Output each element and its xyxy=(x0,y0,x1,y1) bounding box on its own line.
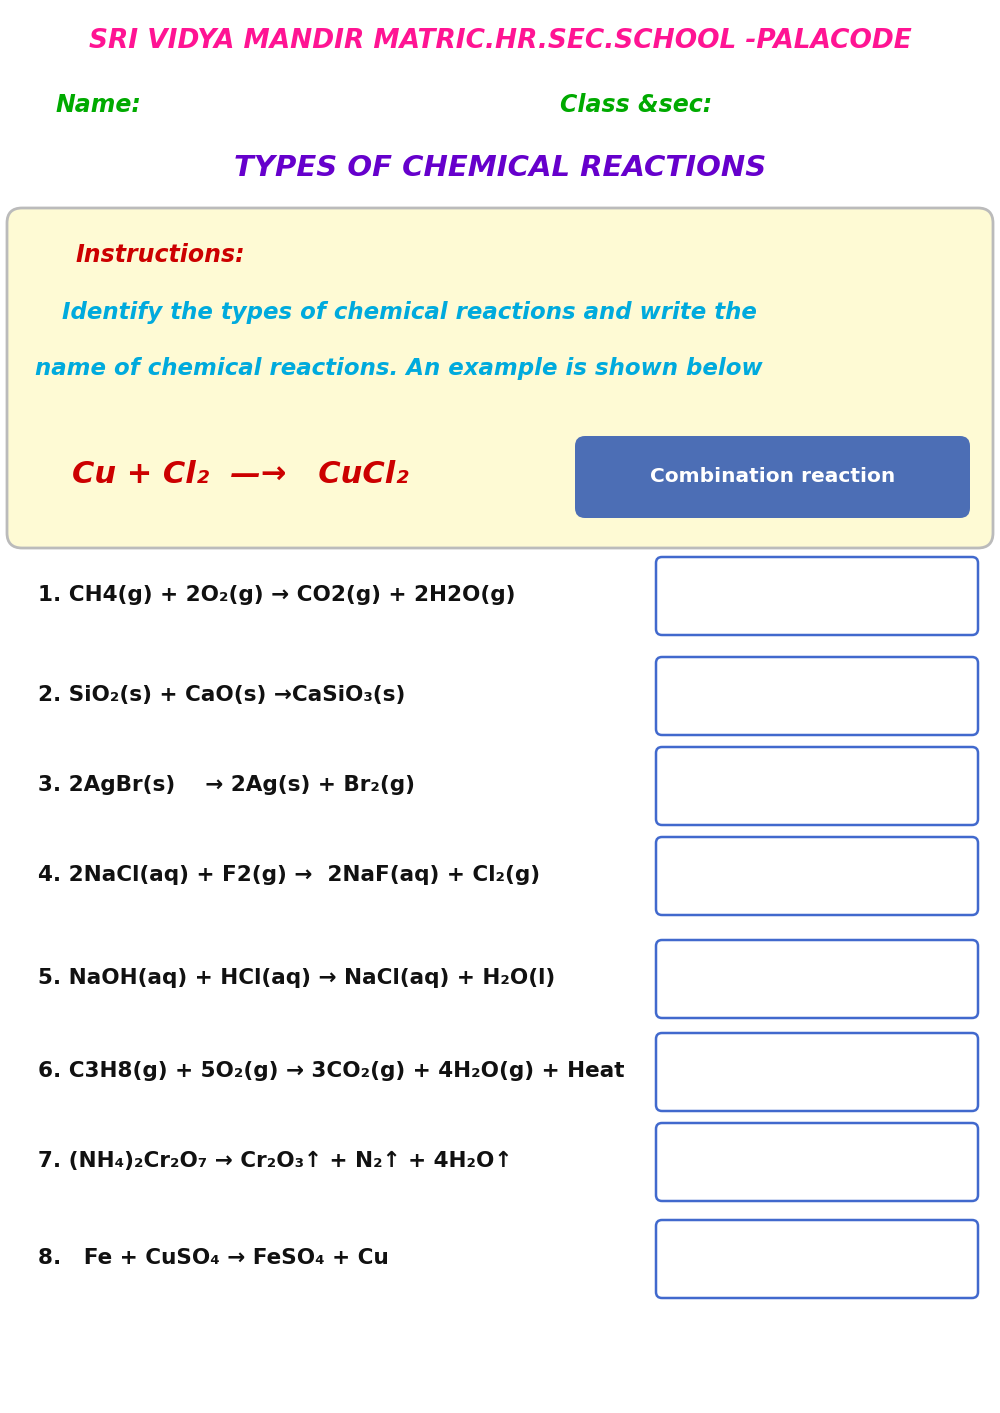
Text: Combination reaction: Combination reaction xyxy=(650,468,895,486)
FancyBboxPatch shape xyxy=(656,657,978,735)
Text: 1. CH4(g) + 2O₂(g) → CO2(g) + 2H2O(g): 1. CH4(g) + 2O₂(g) → CO2(g) + 2H2O(g) xyxy=(38,585,516,605)
FancyBboxPatch shape xyxy=(656,1219,978,1299)
Text: Instructions:: Instructions: xyxy=(75,243,245,267)
FancyBboxPatch shape xyxy=(656,940,978,1017)
Text: 4. 2NaCl(aq) + F2(g) →  2NaF(aq) + Cl₂(g): 4. 2NaCl(aq) + F2(g) → 2NaF(aq) + Cl₂(g) xyxy=(38,865,540,885)
Text: Cu + Cl₂  —→   CuCl₂: Cu + Cl₂ —→ CuCl₂ xyxy=(72,461,409,489)
Text: Name:: Name: xyxy=(55,93,141,117)
Text: Class &sec:: Class &sec: xyxy=(560,93,712,117)
FancyBboxPatch shape xyxy=(656,557,978,634)
Text: name of chemical reactions. An example is shown below: name of chemical reactions. An example i… xyxy=(35,356,763,380)
Text: 7. (NH₄)₂Cr₂O₇ → Cr₂O₃↑ + N₂↑ + 4H₂O↑: 7. (NH₄)₂Cr₂O₇ → Cr₂O₃↑ + N₂↑ + 4H₂O↑ xyxy=(38,1152,512,1171)
Text: 3. 2AgBr(s)    → 2Ag(s) + Br₂(g): 3. 2AgBr(s) → 2Ag(s) + Br₂(g) xyxy=(38,774,415,796)
FancyBboxPatch shape xyxy=(656,836,978,916)
Text: SRI VIDYA MANDIR MATRIC.HR.SEC.SCHOOL -PALACODE: SRI VIDYA MANDIR MATRIC.HR.SEC.SCHOOL -P… xyxy=(89,28,911,54)
Text: 5. NaOH(aq) + HCl(aq) → NaCl(aq) + H₂O(l): 5. NaOH(aq) + HCl(aq) → NaCl(aq) + H₂O(l… xyxy=(38,968,555,988)
FancyBboxPatch shape xyxy=(656,747,978,825)
FancyBboxPatch shape xyxy=(656,1033,978,1111)
Text: 6. C3H8(g) + 5O₂(g) → 3CO₂(g) + 4H₂O(g) + Heat: 6. C3H8(g) + 5O₂(g) → 3CO₂(g) + 4H₂O(g) … xyxy=(38,1061,624,1081)
FancyBboxPatch shape xyxy=(575,437,970,519)
Text: 2. SiO₂(s) + CaO(s) →CaSiO₃(s): 2. SiO₂(s) + CaO(s) →CaSiO₃(s) xyxy=(38,685,405,705)
Text: TYPES OF CHEMICAL REACTIONS: TYPES OF CHEMICAL REACTIONS xyxy=(234,154,766,182)
FancyBboxPatch shape xyxy=(7,208,993,548)
FancyBboxPatch shape xyxy=(656,1123,978,1201)
Text: Identify the types of chemical reactions and write the: Identify the types of chemical reactions… xyxy=(62,301,757,325)
Text: 8.   Fe + CuSO₄ → FeSO₄ + Cu: 8. Fe + CuSO₄ → FeSO₄ + Cu xyxy=(38,1248,389,1267)
